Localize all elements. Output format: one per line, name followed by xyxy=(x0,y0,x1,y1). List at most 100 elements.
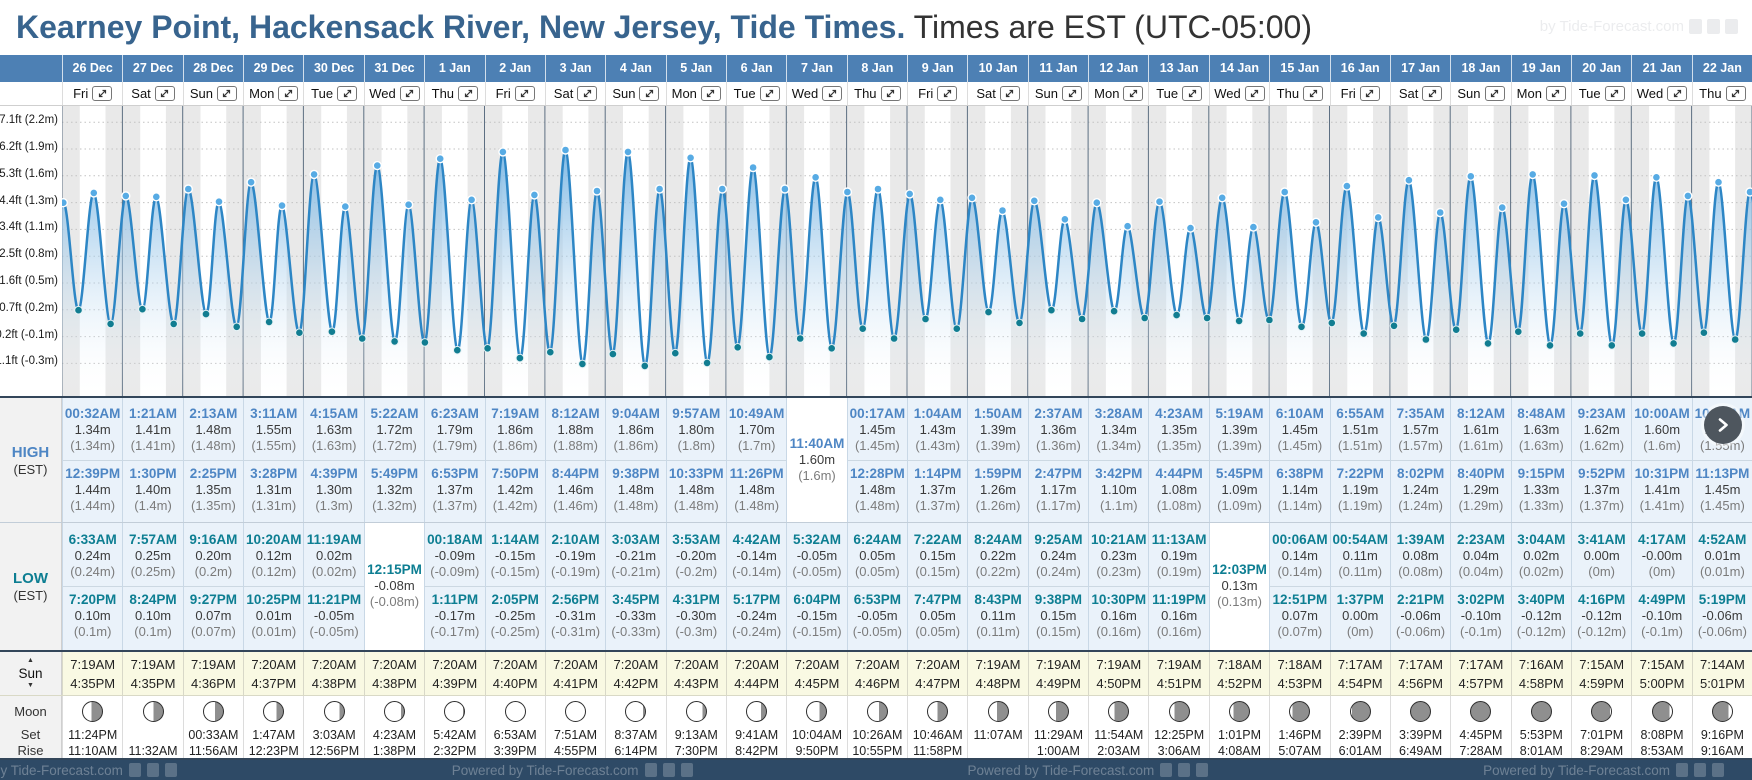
low-tide-entry: 12:03PM 0.13m (0.13m) xyxy=(1210,557,1269,616)
low-tide-row: LOW (EST) 6:33AM 0.24m (0.24m) 7:20PM 0.10m(… xyxy=(0,523,1752,652)
expand-day-button[interactable] xyxy=(822,86,843,101)
expand-day-button[interactable] xyxy=(278,86,299,101)
expand-day-button[interactable] xyxy=(1484,86,1505,101)
low-tide-height: -0.12m xyxy=(1581,608,1622,623)
high-tide-height: 1.37m xyxy=(1583,481,1620,497)
moon-phase-icon xyxy=(82,700,104,722)
date-cell: 18 Jan xyxy=(1450,55,1510,82)
moon-phase-icon xyxy=(806,700,828,722)
expand-day-button[interactable] xyxy=(880,86,901,101)
moon-cell xyxy=(725,696,786,726)
sun-cell: 7:19AM 4:50PM xyxy=(1088,652,1149,695)
high-tide-entry: 1:59PM 1.26m (1.26m) xyxy=(968,459,1028,520)
low-tide-height: -0.06m xyxy=(1702,608,1743,623)
expand-day-button[interactable] xyxy=(1667,86,1688,101)
high-tide-time: 5:19AM xyxy=(1215,405,1264,421)
expand-day-button[interactable] xyxy=(999,86,1020,101)
low-tide-cell: 12:15PM -0.08m (-0.08m) xyxy=(363,523,425,650)
next-days-button[interactable] xyxy=(1704,406,1742,444)
expand-day-button[interactable] xyxy=(1244,86,1265,101)
low-tide-entry: 6:04PM -0.15m (-0.15m) xyxy=(787,586,847,646)
high-tide-dot xyxy=(89,188,99,198)
sunset-time: 4:52PM xyxy=(1217,676,1262,691)
sunset-time: 5:00PM xyxy=(1639,676,1685,691)
high-tide-height: 1.41m xyxy=(134,421,172,437)
high-tide-dot xyxy=(372,160,382,171)
high-tide-height: 1.31m xyxy=(255,481,292,497)
low-tide-time: 3:41AM xyxy=(1577,532,1626,547)
expand-day-button[interactable] xyxy=(1303,86,1324,101)
expand-day-button[interactable] xyxy=(1182,86,1203,101)
moon-cell xyxy=(424,696,484,726)
expand-day-button[interactable] xyxy=(399,86,420,101)
sunset-time: 4:38PM xyxy=(372,676,417,691)
expand-day-button[interactable] xyxy=(1725,86,1746,101)
low-tide-cell: 4:52AM 0.01m (0.01m) 5:19PM -0.06m (-0.06m) xyxy=(1691,523,1752,650)
low-tide-dot xyxy=(671,348,680,358)
high-tide-entry: 8:12AM 1.88m (1.88m) xyxy=(546,401,605,460)
expand-day-button[interactable] xyxy=(458,86,479,101)
low-tide-cell: 5:32AM -0.05m (-0.05m) 6:04PM -0.15m (-0.15m) xyxy=(786,523,847,650)
expand-icon xyxy=(765,89,774,98)
high-label-tz: (EST) xyxy=(13,461,48,477)
high-tide-time: 9:23AM xyxy=(1577,405,1626,421)
moonset-time: 9:41AM xyxy=(725,726,786,743)
expand-day-button[interactable] xyxy=(154,86,175,101)
high-tide-height-alt: (1.24m) xyxy=(1398,497,1443,513)
high-tide-dot xyxy=(498,147,508,157)
expand-day-button[interactable] xyxy=(1359,86,1380,101)
expand-day-button[interactable] xyxy=(337,86,358,101)
low-tide-time: 2:05PM xyxy=(491,592,539,607)
expand-day-button[interactable] xyxy=(639,86,660,101)
low-tide-time: 7:20PM xyxy=(69,592,117,607)
expand-icon xyxy=(1068,89,1076,98)
high-tide-time: 9:52PM xyxy=(1578,465,1626,481)
high-tide-cell: 10:00AM 1.60m (1.6m) 10:31PM 1.41m (1.41m) xyxy=(1631,398,1692,522)
high-tide-height: 1.45m xyxy=(1704,481,1741,497)
day-cell: Fri xyxy=(484,82,545,105)
expand-day-button[interactable] xyxy=(1604,86,1625,101)
moon-cell xyxy=(1570,696,1631,726)
low-tide-height: 0.02m xyxy=(1523,548,1560,563)
low-tide-entry: 4:49PM -0.10m (-0.1m) xyxy=(1632,586,1692,646)
sunrise-time: 7:19AM xyxy=(1156,657,1202,672)
high-tide-time: 8:02PM xyxy=(1396,465,1445,481)
high-tide-dot xyxy=(1279,187,1290,197)
expand-day-button[interactable] xyxy=(92,86,113,101)
expand-day-button[interactable] xyxy=(937,86,958,101)
date-cell: 22 Jan xyxy=(1691,55,1752,82)
sunset-time: 4:44PM xyxy=(734,676,780,691)
high-tide-entry: 2:47PM 1.17m (1.17m) xyxy=(1028,459,1089,520)
expand-day-button[interactable] xyxy=(514,86,535,101)
sunset-time: 4:51PM xyxy=(1156,676,1202,691)
low-tide-height-alt: (0.1m) xyxy=(134,624,172,639)
expand-day-button[interactable] xyxy=(1422,86,1443,101)
expand-icon xyxy=(223,89,231,98)
sunset-time: 4:50PM xyxy=(1096,676,1142,691)
high-tide-time: 9:38PM xyxy=(612,465,660,481)
low-tide-cell: 9:16AM 0.20m (0.2m) 9:27PM 0.07m (0.07m) xyxy=(182,523,244,650)
expand-day-button[interactable] xyxy=(577,86,598,101)
day-cell: Sun xyxy=(605,82,665,105)
page-title-timezone: Times are EST (UTC-05:00) xyxy=(905,9,1312,45)
expand-day-button[interactable] xyxy=(700,86,721,101)
low-tide-entry: 6:53PM -0.05m (-0.05m) xyxy=(847,586,908,646)
low-tide-entry: 3:40PM -0.12m (-0.12m) xyxy=(1511,586,1571,646)
high-tide-entry: 6:55AM 1.51m (1.51m) xyxy=(1331,401,1390,460)
expand-day-button[interactable] xyxy=(216,86,237,101)
expand-day-button[interactable] xyxy=(1062,86,1082,101)
moonset-time: 1:01PM xyxy=(1208,726,1269,743)
low-tide-dot xyxy=(1607,341,1617,350)
high-tide-dot xyxy=(121,191,131,201)
expand-day-button[interactable] xyxy=(759,86,780,101)
tide-chart-section: 7.1ft (2.2m) 6.2ft (1.9m) 5.3ft (1.6m) 4.4f… xyxy=(0,106,1752,398)
sunset-time: 4:41PM xyxy=(553,676,598,691)
date-cell: 5 Jan xyxy=(665,55,726,82)
high-tide-dot xyxy=(1435,207,1445,218)
low-tide-time: 3:40PM xyxy=(1517,592,1565,607)
y-axis-label: 5.3ft (1.6m) xyxy=(0,167,58,180)
sunset-time: 4:43PM xyxy=(673,676,719,691)
high-tide-height-alt: (1.34m) xyxy=(70,437,116,453)
expand-day-button[interactable] xyxy=(1123,86,1144,101)
expand-day-button[interactable] xyxy=(1545,86,1566,101)
